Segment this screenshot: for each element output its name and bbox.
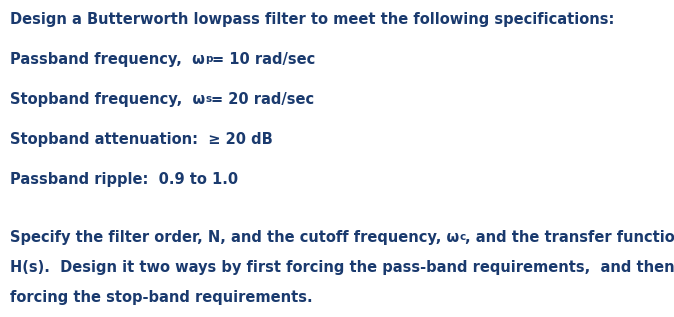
Text: = 10 rad/sec: = 10 rad/sec: [212, 52, 315, 67]
Text: forcing the stop-band requirements.: forcing the stop-band requirements.: [10, 290, 313, 305]
Text: Passband ripple:  0.9 to 1.0: Passband ripple: 0.9 to 1.0: [10, 172, 238, 187]
Text: , and the transfer function: , and the transfer function: [465, 230, 674, 245]
Text: Design a Butterworth lowpass filter to meet the following specifications:: Design a Butterworth lowpass filter to m…: [10, 12, 615, 27]
Text: Stopband frequency,  ω: Stopband frequency, ω: [10, 92, 205, 107]
Text: p: p: [205, 55, 212, 64]
Text: = 20 rad/sec: = 20 rad/sec: [211, 92, 314, 107]
Text: s: s: [205, 94, 211, 105]
Text: Stopband attenuation:  ≥ 20 dB: Stopband attenuation: ≥ 20 dB: [10, 132, 273, 147]
Text: Passband frequency,  ω: Passband frequency, ω: [10, 52, 205, 67]
Text: Specify the filter order, N, and the cutoff frequency, ω: Specify the filter order, N, and the cut…: [10, 230, 459, 245]
Text: c: c: [459, 232, 465, 243]
Text: H(s).  Design it two ways by first forcing the pass-band requirements,  and then: H(s). Design it two ways by first forcin…: [10, 260, 674, 275]
